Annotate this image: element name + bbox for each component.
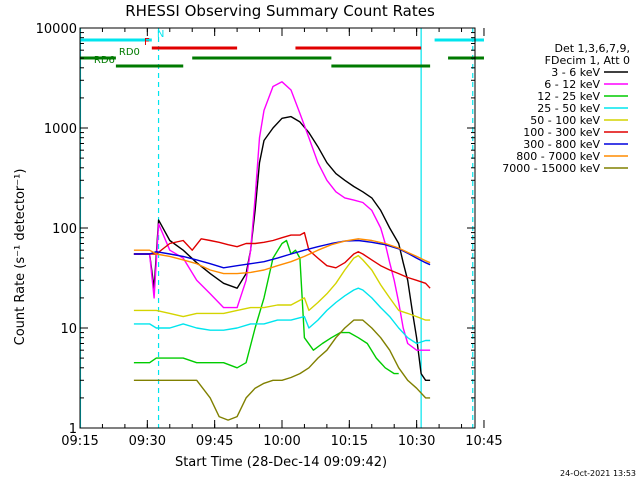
legend-label-800-7000-kev: 800 - 7000 keV bbox=[516, 150, 600, 163]
series-line-50-100-kev bbox=[133, 254, 431, 321]
y-tick-label: 1 bbox=[69, 422, 77, 437]
flag-label-n: N bbox=[157, 29, 164, 40]
flag-label-rd0: RD0 bbox=[119, 47, 140, 58]
legend-label-12-25-kev: 12 - 25 keV bbox=[537, 90, 600, 103]
series-line-7000-15000-kev bbox=[133, 319, 431, 421]
legend-label-6-12-kev: 6 - 12 keV bbox=[544, 78, 600, 91]
legend-label-300-800-kev: 300 - 800 keV bbox=[523, 138, 600, 151]
series-line-6-12-kev bbox=[133, 81, 431, 351]
y-axis-label: Count Rate (s⁻¹ detector⁻¹) bbox=[13, 169, 28, 346]
y-tick-label: 10000 bbox=[36, 22, 77, 37]
legend-header-line2: FDecim 1, Att 0 bbox=[545, 54, 630, 67]
x-tick-label: 10:15 bbox=[331, 434, 368, 449]
y-tick-label: 10 bbox=[60, 322, 77, 337]
x-tick-label: 09:15 bbox=[61, 434, 98, 449]
x-axis-label: Start Time (28-Dec-14 09:09:42) bbox=[175, 455, 387, 470]
x-tick-label: 10:00 bbox=[263, 434, 300, 449]
series-line-25-50-kev bbox=[133, 287, 431, 345]
legend-label-7000-15000-kev: 7000 - 15000 keV bbox=[502, 162, 600, 175]
legend-label-100-300-kev: 100 - 300 keV bbox=[523, 126, 600, 139]
legend-header-line1: Det 1,3,6,7,9, bbox=[554, 42, 630, 55]
x-tick-label: 10:30 bbox=[398, 434, 435, 449]
x-tick-label: 09:45 bbox=[196, 434, 233, 449]
series-line-3-6-kev bbox=[133, 115, 431, 381]
legend-label-3-6-kev: 3 - 6 keV bbox=[551, 66, 600, 79]
flag-label-f: F bbox=[144, 37, 150, 48]
flag-label-rd6: RD6 bbox=[94, 55, 115, 66]
chart-title: RHESSI Observing Summary Count Rates bbox=[125, 2, 435, 20]
series-line-800-7000-kev bbox=[133, 238, 431, 275]
x-tick-label: 10:45 bbox=[465, 434, 502, 449]
plot-area: NF RD0 RD6 1 10 100 1000 10000 09:15 09:30 09:45 10… bbox=[36, 22, 503, 449]
y-tick-label: 1000 bbox=[44, 122, 77, 137]
y-tick-label: 100 bbox=[52, 222, 77, 237]
timestamp: 24-Oct-2021 13:53 bbox=[560, 469, 636, 478]
x-tick-label: 09:30 bbox=[129, 434, 166, 449]
plot-frame bbox=[79, 27, 476, 429]
legend-label-50-100-kev: 50 - 100 keV bbox=[530, 114, 600, 127]
series-line-12-25-kev bbox=[133, 239, 399, 375]
series-line-100-300-kev bbox=[133, 231, 431, 289]
legend-label-25-50-kev: 25 - 50 keV bbox=[537, 102, 600, 115]
